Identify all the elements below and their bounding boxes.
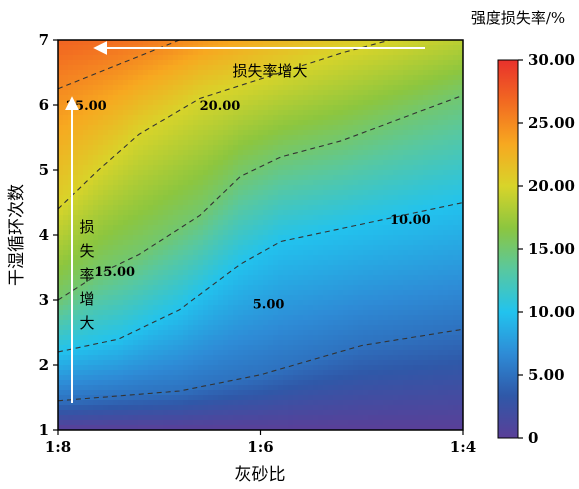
contour-label-20: 20.00	[200, 99, 241, 114]
contour-line-25	[58, 40, 182, 90]
colorbar-ticks: 0 5.00 10.00 15.00 20.00 25.00 30.00	[518, 51, 575, 447]
y-tick-label: 2	[39, 356, 49, 374]
y-axis-title: 干湿循环次数	[7, 184, 27, 286]
y-tick-label: 1	[39, 421, 49, 439]
left-arrow-char: 损	[79, 218, 94, 236]
colorbar-tick-label: 0	[528, 429, 538, 447]
x-tick-label: 1:4	[450, 438, 476, 456]
contour-line-15	[58, 94, 463, 301]
contour-lines	[58, 40, 463, 402]
left-arrow-char: 失	[79, 242, 94, 260]
y-axis: 1 2 3 4 5 6 7	[39, 31, 58, 439]
colorbar-tick-label: 15.00	[528, 240, 575, 258]
contour-label-15: 15.00	[94, 265, 135, 280]
contour-label-5: 5.00	[253, 297, 285, 312]
colorbar	[497, 59, 519, 439]
x-tick-label: 1:6	[247, 438, 273, 456]
colorbar-tick-label: 25.00	[528, 114, 575, 132]
contour-field	[58, 40, 463, 430]
y-tick-label: 4	[39, 226, 49, 244]
contour-line-20	[58, 40, 393, 210]
contour-label-10: 10.00	[390, 213, 431, 228]
left-arrow-char: 大	[79, 314, 94, 332]
x-tick-label: 1:8	[45, 438, 71, 456]
left-arrow-char: 率	[79, 266, 94, 284]
colorbar-tick-label: 10.00	[528, 303, 575, 321]
colorbar-tick-label: 30.00	[528, 51, 575, 69]
left-arrow-text: 损失率增大	[79, 218, 94, 332]
colorbar-tick-label: 5.00	[528, 366, 565, 384]
top-arrow-text: 损失率增大	[232, 62, 307, 80]
y-tick-label: 6	[39, 96, 49, 114]
y-tick-label: 3	[39, 291, 49, 309]
colorbar-tick-label: 20.00	[528, 177, 575, 195]
left-arrow-char: 增	[79, 290, 94, 308]
colorbar-title: 强度损失率/%	[471, 9, 565, 27]
contour-line-5	[58, 328, 463, 402]
x-axis: 1:8 1:6 1:4	[45, 430, 476, 456]
y-tick-label: 5	[39, 161, 49, 179]
y-tick-label: 7	[39, 31, 49, 49]
contour-line-10	[58, 201, 463, 353]
x-axis-title: 灰砂比	[235, 465, 286, 485]
